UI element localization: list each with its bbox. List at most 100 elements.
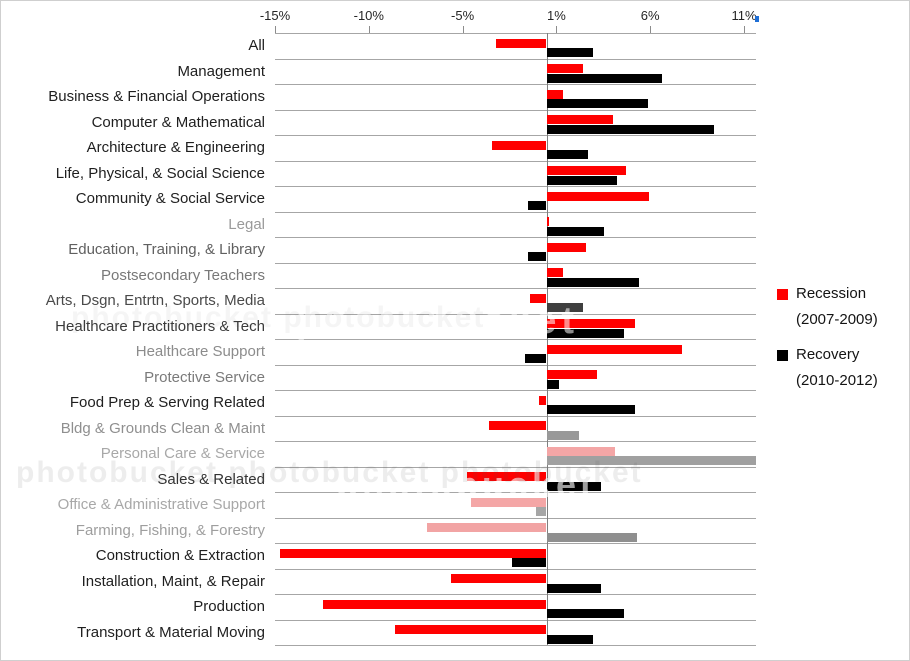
recovery-bar (528, 201, 547, 210)
axis-tick-label: 6% (640, 8, 660, 23)
gridline (275, 339, 756, 340)
gridline (275, 364, 756, 366)
legend-years-recession: (2007-2009) (796, 311, 878, 328)
gridline (275, 237, 756, 238)
recession-bar (546, 446, 616, 456)
gridline (275, 84, 756, 85)
legend-swatch-recovery-icon (777, 350, 788, 361)
recovery-bar (546, 609, 625, 618)
axis-tick-mark (275, 26, 276, 33)
recession-bar (546, 166, 626, 175)
axis-tick-label: 1% (546, 8, 566, 23)
legend-swatch-recession-icon (777, 289, 788, 300)
recovery-bar (546, 175, 617, 185)
axis-tick-label: -5% (451, 8, 475, 23)
category-label: Installation, Maint, & Repair (81, 572, 265, 590)
recovery-bar (546, 532, 637, 542)
category-label: Legal (228, 215, 265, 233)
recovery-bar (546, 99, 648, 108)
legend-entry-recovery: Recovery (2010-2012) (777, 342, 878, 394)
recession-bar (322, 599, 547, 609)
category-label: Postsecondary Teachers (101, 266, 265, 284)
axis-tick-label: -15% (259, 8, 291, 23)
category-label: Community & Social Service (75, 190, 265, 207)
recession-bar (546, 115, 614, 124)
recovery-bar (546, 379, 560, 389)
watermark-text: photobucket (296, 300, 579, 342)
recovery-bar (546, 583, 601, 593)
category-label: Protective Service (144, 368, 265, 386)
gridline (275, 160, 756, 162)
gridline (275, 211, 756, 213)
axis-tick-mark (556, 26, 558, 33)
axis-tick-label: 11% (731, 8, 757, 23)
recession-bar (530, 293, 547, 303)
recovery-bar (546, 481, 601, 491)
recession-bar (546, 344, 682, 354)
gridline (275, 288, 756, 289)
gridline (275, 109, 756, 111)
category-label: Life, Physical, & Social Science (55, 164, 265, 182)
watermark-artifact (755, 16, 759, 22)
gridline (275, 594, 756, 595)
category-label: Office & Administrative Support (57, 496, 265, 513)
recession-bar (427, 523, 547, 532)
legend-label-recession: Recession (796, 285, 867, 302)
recession-bar (495, 38, 547, 48)
recovery-bar (546, 405, 635, 414)
axis-tick-mark (462, 26, 464, 33)
recovery-bar (524, 354, 547, 363)
gridline (275, 543, 756, 544)
gridline (275, 33, 756, 34)
recovery-bar (528, 252, 547, 261)
legend-label-recovery: Recovery (796, 346, 860, 363)
recovery-bar (546, 73, 662, 83)
recession-bar (546, 89, 563, 99)
gridline (275, 58, 756, 60)
category-label: Architecture & Engineering (86, 139, 265, 156)
recession-bar (467, 472, 547, 481)
recession-bar (394, 625, 547, 634)
category-label: Arts, Dsgn, Entrtn, Sports, Media (45, 292, 265, 309)
recovery-bar (535, 507, 547, 516)
category-label: All (248, 37, 265, 54)
recession-bar (546, 319, 635, 328)
recession-bar (546, 268, 563, 277)
gridline (275, 135, 756, 136)
recovery-bar (546, 430, 579, 440)
recession-bar (470, 497, 547, 507)
recovery-bar (512, 558, 547, 567)
gridline (275, 390, 756, 391)
category-label: Business & Financial Operations (48, 88, 265, 105)
category-label: Computer & Mathematical (91, 113, 265, 131)
recession-bar (492, 140, 547, 150)
category-label: Food Prep & Serving Related (69, 394, 265, 411)
legend: Recession (2007-2009) Recovery (2010-201… (777, 281, 878, 403)
axis-tick-label: -10% (353, 8, 384, 23)
category-label: Personal Care & Service (100, 445, 265, 462)
category-label: Education, Training, & Library (68, 241, 265, 258)
recession-bar (546, 370, 597, 379)
category-label: Sales & Related (157, 470, 265, 488)
axis-tick-mark (650, 26, 652, 33)
gridline (275, 313, 756, 315)
legend-entry-recession: Recession (2007-2009) (777, 281, 878, 333)
axis-tick-mark (744, 26, 745, 33)
category-label: Management (177, 62, 265, 80)
axis-tick-mark (368, 26, 370, 33)
gridline (275, 262, 756, 264)
gridline (275, 466, 756, 468)
recovery-bar (546, 150, 588, 159)
recession-bar (450, 574, 547, 583)
recession-bar (539, 395, 547, 405)
recovery-bar (546, 124, 715, 134)
gridline (275, 492, 756, 493)
recession-bar (546, 217, 550, 226)
recession-bar (546, 191, 650, 201)
recovery-bar (546, 226, 605, 236)
gridline (275, 415, 756, 417)
legend-years-recovery: (2010-2012) (796, 372, 878, 389)
category-label: Bldg & Grounds Clean & Maint (60, 419, 265, 437)
category-label: Healthcare Support (135, 343, 265, 360)
recession-bar (546, 242, 587, 252)
